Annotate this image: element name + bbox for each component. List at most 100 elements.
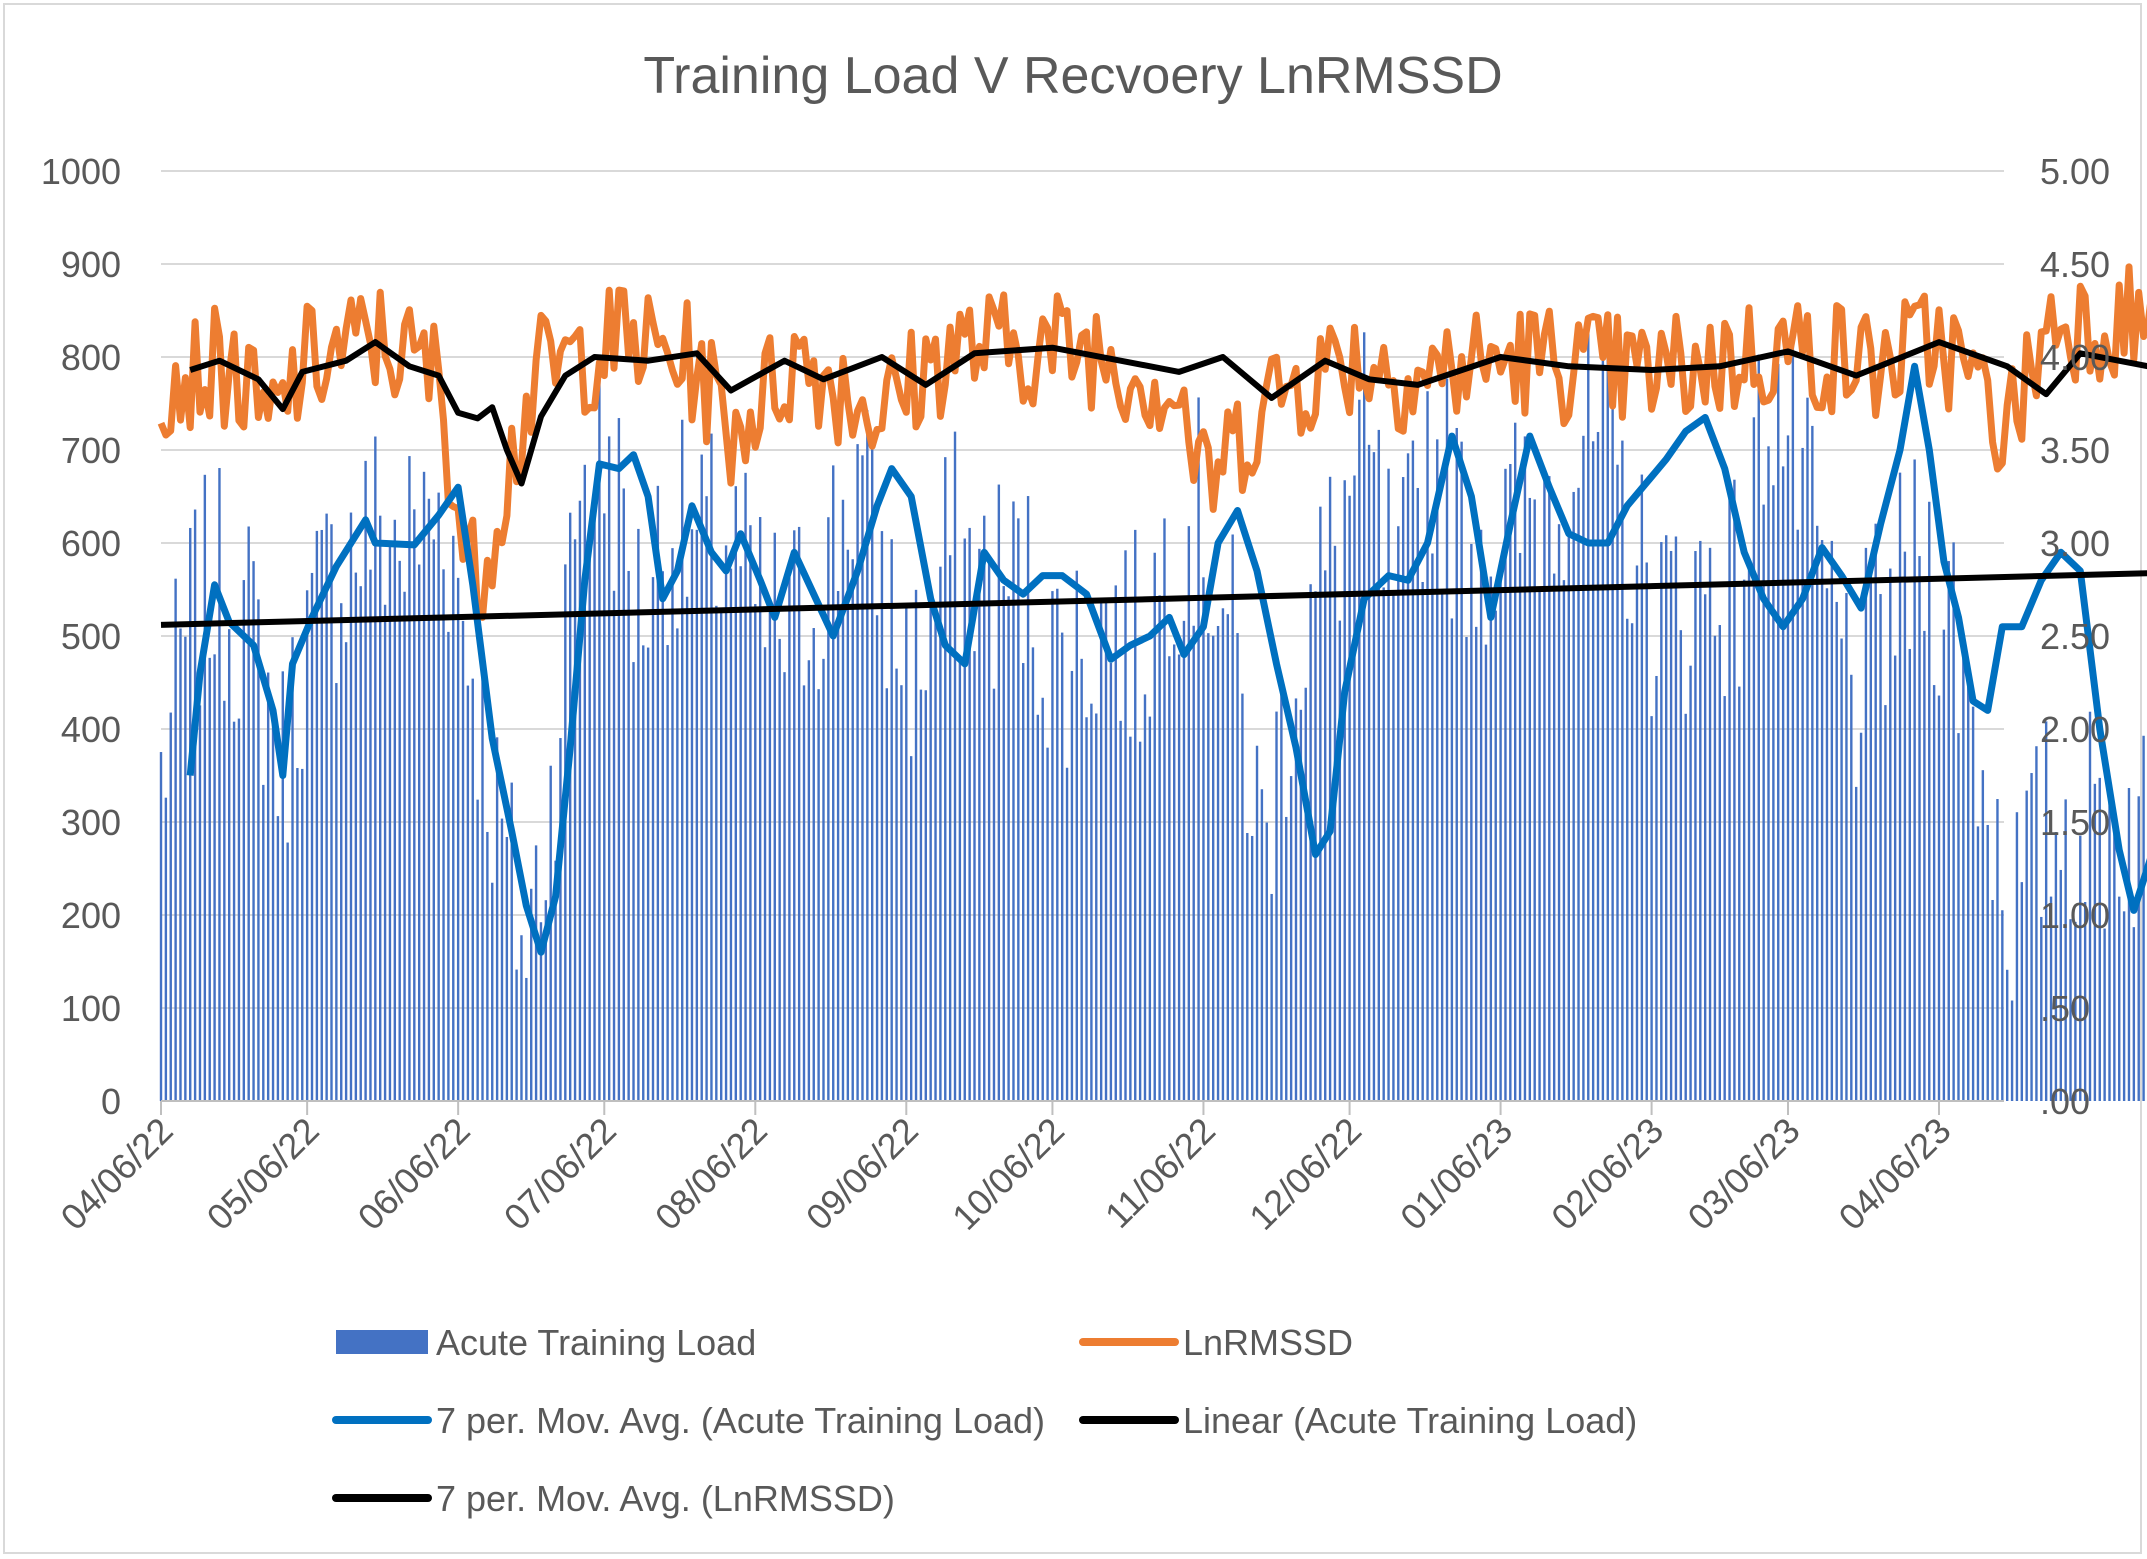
bar bbox=[1406, 453, 1410, 1101]
bar bbox=[1143, 694, 1147, 1101]
bar bbox=[895, 668, 898, 1101]
bar bbox=[919, 689, 923, 1101]
bar bbox=[681, 419, 684, 1101]
acute-load-moving-average-line bbox=[186, 362, 2147, 956]
bar bbox=[1026, 496, 1030, 1101]
bar bbox=[2035, 746, 2038, 1101]
bar bbox=[2054, 832, 2058, 1101]
bar bbox=[1820, 540, 1824, 1101]
y-left-tick-label: 100 bbox=[61, 988, 121, 1029]
bar bbox=[783, 672, 786, 1101]
bar bbox=[1226, 614, 1229, 1101]
bar bbox=[1177, 654, 1181, 1101]
bar bbox=[2118, 896, 2121, 1101]
bar bbox=[1708, 547, 1712, 1101]
bar bbox=[1772, 485, 1775, 1101]
lnrmssd-line bbox=[157, 263, 2147, 621]
bar bbox=[1811, 425, 1814, 1101]
bar bbox=[1796, 529, 1799, 1101]
bar bbox=[2098, 777, 2101, 1101]
bar bbox=[1893, 655, 1897, 1101]
bar bbox=[978, 548, 981, 1101]
bar bbox=[603, 513, 606, 1101]
bar bbox=[1085, 717, 1088, 1101]
bar bbox=[1046, 747, 1049, 1101]
bar bbox=[1898, 472, 1902, 1101]
bar bbox=[1874, 523, 1877, 1101]
x-tick-label: 06/06/22 bbox=[350, 1110, 478, 1238]
bar bbox=[364, 460, 367, 1102]
bar bbox=[2025, 790, 2028, 1101]
bar bbox=[354, 572, 358, 1101]
bar bbox=[1962, 648, 1965, 1101]
bar bbox=[1192, 625, 1195, 1101]
bar bbox=[1387, 468, 1390, 1101]
bar bbox=[778, 638, 781, 1101]
bar bbox=[198, 705, 202, 1101]
bar bbox=[515, 969, 518, 1101]
bar bbox=[1718, 625, 1721, 1101]
bar bbox=[573, 539, 577, 1101]
y-left-tick-label: 1000 bbox=[41, 151, 121, 192]
bar bbox=[1353, 475, 1356, 1101]
bar bbox=[461, 620, 465, 1101]
bar bbox=[2069, 919, 2072, 1101]
bar bbox=[447, 631, 450, 1101]
bar bbox=[232, 721, 236, 1101]
bar bbox=[257, 599, 260, 1101]
bar bbox=[861, 455, 864, 1101]
bar bbox=[1635, 565, 1639, 1101]
bar bbox=[1655, 675, 1658, 1101]
bar bbox=[1816, 525, 1819, 1101]
bar bbox=[656, 485, 660, 1101]
bar bbox=[1431, 553, 1434, 1101]
bar bbox=[1070, 670, 1074, 1101]
bar bbox=[1241, 693, 1244, 1101]
bar bbox=[568, 512, 572, 1101]
bar bbox=[1060, 632, 1064, 1101]
bar bbox=[768, 603, 772, 1101]
bar bbox=[500, 818, 504, 1101]
bar bbox=[1538, 586, 1541, 1101]
bar bbox=[637, 528, 640, 1101]
bar bbox=[1270, 893, 1273, 1101]
bar bbox=[749, 525, 752, 1101]
bar bbox=[1134, 529, 1137, 1101]
bar bbox=[539, 922, 543, 1101]
bar bbox=[1187, 526, 1191, 1101]
bar bbox=[1484, 644, 1488, 1101]
bar bbox=[1981, 770, 1985, 1101]
bar bbox=[393, 519, 397, 1101]
bar bbox=[481, 663, 484, 1101]
bar bbox=[1626, 618, 1629, 1101]
bar bbox=[330, 524, 333, 1101]
bar bbox=[1246, 833, 1249, 1101]
bar bbox=[427, 498, 431, 1101]
bar bbox=[1114, 585, 1117, 1101]
bar bbox=[1932, 685, 1936, 1101]
bar bbox=[1518, 552, 1522, 1101]
bar bbox=[1231, 534, 1234, 1101]
bar bbox=[1733, 479, 1736, 1101]
bar bbox=[1548, 476, 1551, 1101]
bar bbox=[286, 842, 289, 1101]
bar bbox=[262, 784, 265, 1101]
bar bbox=[710, 433, 713, 1101]
y-left-tick-label: 900 bbox=[61, 244, 121, 285]
bar bbox=[1280, 679, 1283, 1101]
bar bbox=[1450, 618, 1454, 1101]
bar bbox=[1747, 558, 1751, 1101]
bar bbox=[242, 580, 246, 1101]
bar bbox=[1041, 697, 1044, 1101]
y-right-tick-label: .50 bbox=[2040, 988, 2090, 1029]
bar bbox=[252, 561, 255, 1101]
y-right-tick-label: 2.50 bbox=[2040, 616, 2110, 657]
bar bbox=[1479, 529, 1483, 1101]
bar bbox=[1465, 637, 1468, 1101]
bar bbox=[534, 845, 538, 1101]
bar bbox=[836, 591, 840, 1101]
bar bbox=[880, 531, 884, 1101]
bar bbox=[1742, 579, 1746, 1101]
bar bbox=[476, 799, 479, 1101]
bar bbox=[1173, 644, 1176, 1101]
